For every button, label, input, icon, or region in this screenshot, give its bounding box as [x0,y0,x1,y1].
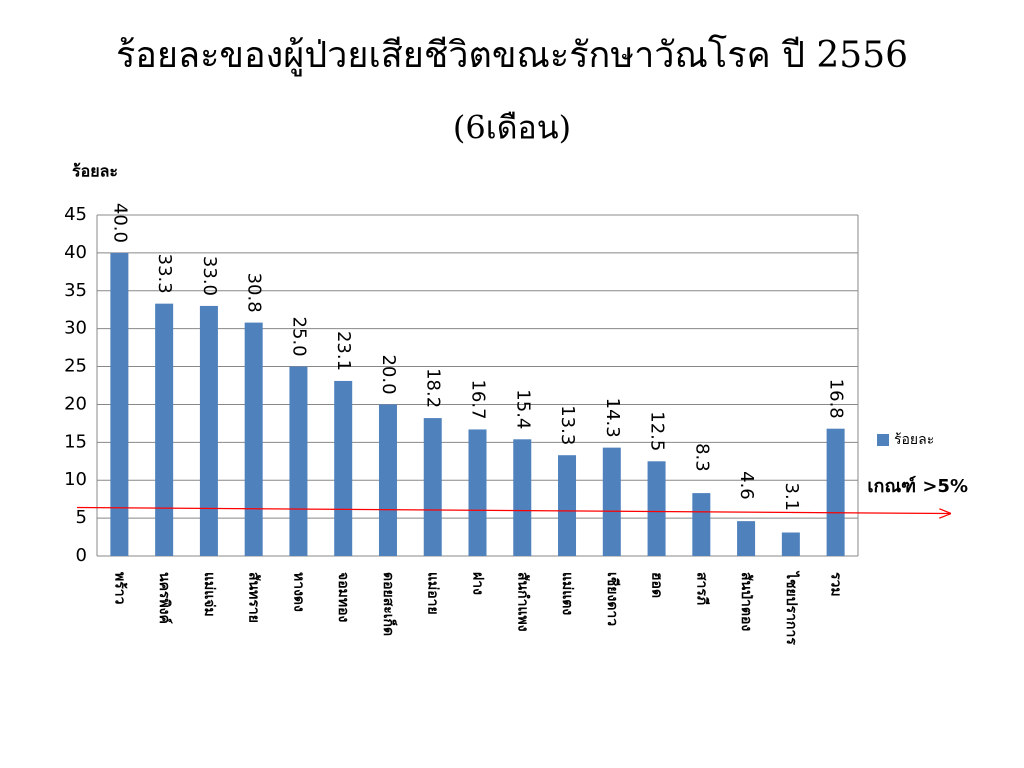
value-label: 14.3 [602,398,623,438]
x-tick-label: รวม [828,572,844,597]
value-label: 13.3 [557,405,578,445]
bar [826,428,845,556]
y-tick-label: 0 [76,545,87,566]
value-label: 20.0 [378,354,399,394]
bar [110,252,129,556]
y-tick-label: 40 [64,242,87,263]
y-tick-label: 35 [64,280,87,301]
bar [155,303,174,556]
value-label: 8.3 [691,443,712,472]
value-label: 12.5 [647,411,668,451]
legend-swatch [877,434,889,446]
y-tick-label: 25 [64,356,87,377]
x-tick-label: พร้าว [111,572,127,605]
bar [244,322,263,556]
bar [602,447,621,556]
x-tick-label: ฝาง [470,572,486,595]
bar [334,380,353,556]
value-label: 18.2 [423,368,444,408]
bar [378,404,397,556]
x-tick-label: จอมทอง [335,572,351,622]
x-tick-label: แม่อาย [425,572,441,615]
legend-label: ร้อยละ [894,432,934,448]
x-tick-label: ฮอด [649,572,665,598]
y-axis-label: ร้อยละ [72,162,118,181]
x-tick-label: สันป่าตอง [738,572,754,631]
bar [199,305,218,556]
bar [423,418,442,556]
y-tick-label: 20 [64,393,87,414]
bar [513,439,532,556]
bar [468,429,487,556]
value-label: 30.8 [244,273,265,313]
reference-label: เกณฑ์ >5% [867,475,968,497]
value-label: 3.1 [781,483,802,512]
bar [692,493,711,556]
value-label: 33.0 [199,256,220,296]
x-tick-label: แม่แจ่ม [201,572,217,617]
y-tick-label: 5 [76,507,87,528]
bar [781,532,800,556]
bar [558,455,577,556]
value-label: 15.4 [512,389,533,429]
bar [289,366,308,556]
x-tick-label: นครพิงค์ [156,572,173,624]
value-label: 33.3 [154,254,175,294]
x-tick-label: สันทราย [246,572,262,623]
y-tick-label: 10 [64,469,87,490]
x-tick-label: สันกำแพง [514,572,530,632]
value-label: 16.7 [468,379,489,419]
reference-line [76,506,950,514]
y-tick-label: 30 [64,318,87,339]
bar [737,521,756,556]
chart-subtitle: (6เดือน) [453,109,571,147]
value-label: 4.6 [736,471,757,500]
value-label: 16.8 [826,379,847,419]
bar [647,461,666,556]
x-tick-label: ดอยสะเก็ด [380,572,398,636]
x-tick-label: ไชยปราการ [783,570,801,645]
x-tick-label: หางดง [290,572,306,612]
value-label: 23.1 [333,331,354,371]
x-tick-label: แม่แตง [559,572,575,615]
value-label: 40.0 [109,203,130,243]
y-tick-label: 45 [64,204,87,225]
value-label: 25.0 [288,317,309,357]
y-tick-label: 15 [64,431,87,452]
x-tick-label: เชียงดาว [604,572,620,626]
chart-title: ร้อยละของผู้ป่วยเสียชีวิตขณะรักษาวัณโรค … [116,34,908,77]
x-tick-label: สารภี [693,572,709,605]
